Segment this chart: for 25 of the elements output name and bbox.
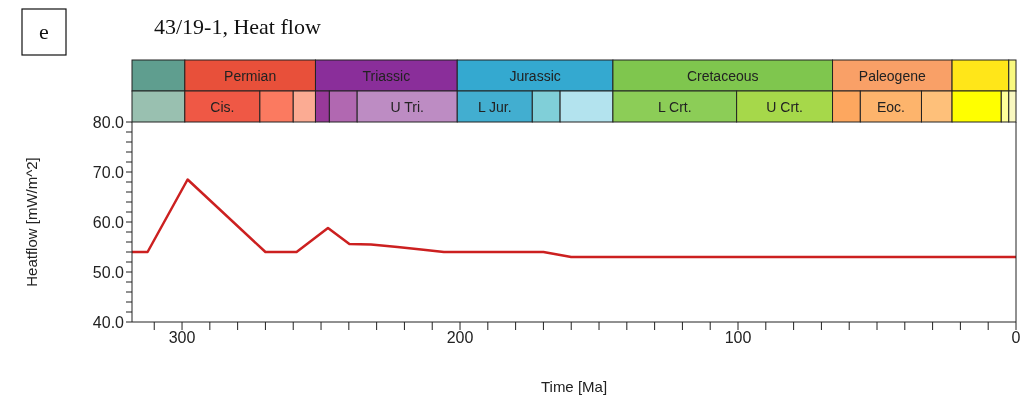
chart-title: 43/19-1, Heat flow	[154, 14, 321, 39]
text: Triassic	[362, 67, 411, 84]
text: Cis.	[210, 98, 235, 115]
y-tick-label: 60.0	[92, 213, 125, 231]
x-tick-label: 200	[446, 329, 474, 347]
text: Eoc.	[876, 98, 905, 115]
x-axis-title: Time [Ma]	[540, 378, 608, 395]
x-tick-label: 100	[724, 329, 752, 347]
x-tick-label: 300	[168, 329, 196, 347]
y-axis-title: Heatflow [mW/m^2]	[23, 157, 41, 287]
line-series	[132, 178, 1016, 259]
x-tick-label: 0	[1011, 329, 1021, 347]
text: L Jur.	[477, 98, 512, 115]
text: U Tri.	[390, 98, 424, 115]
y-tick-label: 50.0	[92, 263, 125, 281]
y-tick-label: 40.0	[92, 313, 125, 331]
text: Jurassic	[509, 67, 561, 84]
y-tick-label: 80.0	[92, 113, 125, 131]
text: Permian	[224, 67, 277, 84]
text: U Crt.	[766, 98, 803, 115]
text: Paleogene	[858, 67, 926, 84]
text: L Crt.	[657, 98, 692, 115]
y-tick-label: 70.0	[92, 163, 125, 181]
text: e	[39, 19, 49, 44]
text: Cretaceous	[686, 67, 759, 84]
